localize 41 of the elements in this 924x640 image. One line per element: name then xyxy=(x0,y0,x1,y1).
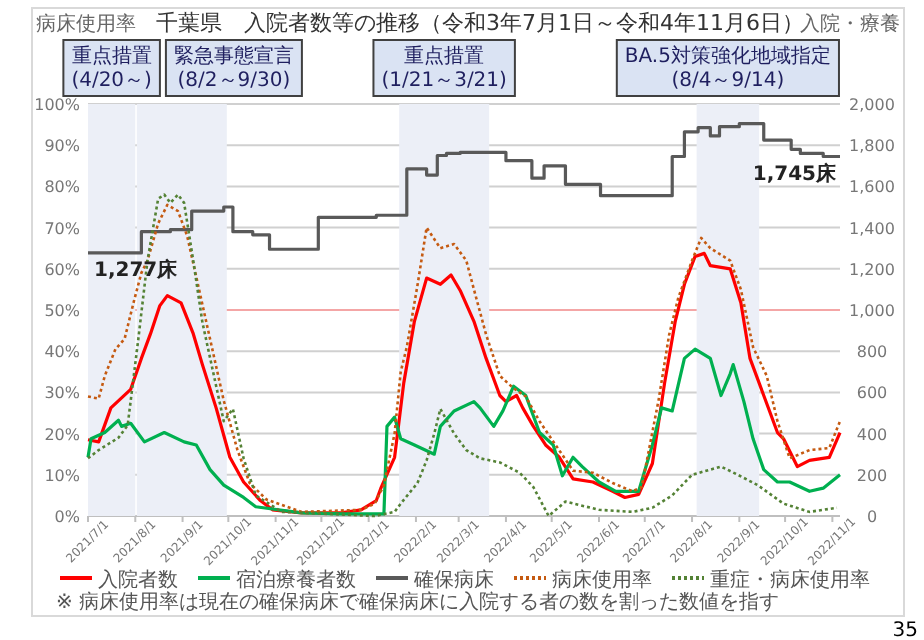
band-label: 緊急事態宣言 (8/2～9/30) xyxy=(173,44,294,92)
chart-title: 千葉県 入院者数等の推移（令和3年7月1日～令和4年11月6日） xyxy=(156,10,804,36)
y2-axis-title: 入院・療養 xyxy=(800,12,900,36)
y-tick-label: 80% xyxy=(44,178,81,197)
y-tick-label: 20% xyxy=(44,425,81,444)
y-tick-label: 40% xyxy=(44,343,81,362)
y2-tick-label: 1,400 xyxy=(849,219,895,238)
y-tick-label: 60% xyxy=(44,260,81,279)
y-tick-label: 0% xyxy=(54,508,81,526)
legend-label: 入院者数 xyxy=(98,568,178,592)
legend-label: 重症・病床使用率 xyxy=(710,568,870,592)
y-tick-label: 30% xyxy=(44,384,81,403)
line-series xyxy=(86,121,842,255)
y2-tick-label: 1,200 xyxy=(849,260,895,279)
line-series xyxy=(86,347,842,516)
y-axis-title: 病床使用率 xyxy=(36,12,136,36)
y-tick-label: 100% xyxy=(34,96,81,114)
y2-tick-label: 1,800 xyxy=(849,137,895,156)
annotation: 1,745床 xyxy=(752,162,838,186)
band-label: BA.5対策強化地域指定 (8/4～9/14) xyxy=(624,44,831,92)
y2-tick-label: 200 xyxy=(856,466,888,485)
y2-tick-label: 1,000 xyxy=(849,302,895,320)
band-label: 重点措置 (4/20～) xyxy=(71,44,153,92)
y2-tick-label: 800 xyxy=(856,343,888,362)
y2-tick-label: 0 xyxy=(866,508,878,526)
legend-label: 確保病床 xyxy=(412,568,494,592)
y-tick-label: 10% xyxy=(44,466,81,485)
line-series xyxy=(86,251,842,515)
band-label: 重点措置 (1/21～3/21) xyxy=(381,44,508,92)
y2-tick-label: 600 xyxy=(856,384,888,403)
annotation: 1,277床 xyxy=(94,258,180,282)
legend-label: 病床使用率 xyxy=(552,568,652,592)
legend-label: 宿泊療養者数 xyxy=(236,568,356,592)
y2-tick-label: 1,600 xyxy=(849,178,895,197)
y-tick-label: 50% xyxy=(44,302,81,320)
y2-tick-label: 400 xyxy=(856,425,888,444)
text: 35 xyxy=(892,620,918,640)
y-tick-label: 70% xyxy=(44,219,81,238)
text: ※ 病床使用率は現在の確保病床で確保病床に入院する者の数を割った数値を指す xyxy=(56,590,780,614)
y-tick-label: 90% xyxy=(44,137,81,156)
y2-tick-label: 2,000 xyxy=(849,96,895,114)
